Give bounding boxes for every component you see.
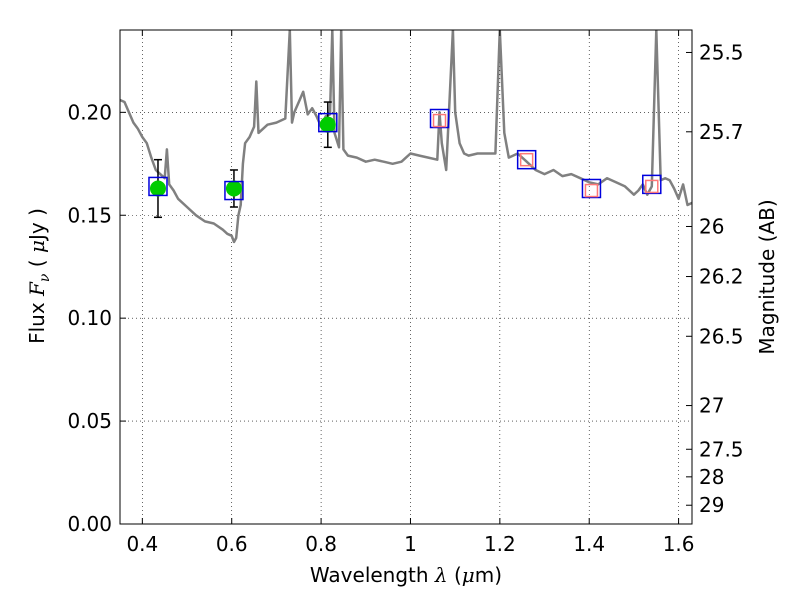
y2-tick-label: 25.5 — [699, 40, 744, 64]
upper-limit-square — [519, 152, 534, 167]
y-axis-title-text: Flux — [25, 296, 49, 344]
y2-tick-label: 27 — [699, 394, 724, 418]
x-tick-label: 1.6 — [663, 532, 695, 556]
y2-tick-label: 26.2 — [699, 265, 744, 289]
x-axis-title-mu: μ — [462, 563, 475, 587]
x-axis-title: Wavelength λ (μm) — [310, 563, 502, 587]
model-square — [581, 178, 602, 199]
y-tick-label: 0.10 — [67, 306, 112, 330]
x-axis-title-lambda: λ — [434, 563, 448, 587]
upper-limit-square — [645, 179, 659, 194]
model-square — [642, 174, 662, 195]
series-layer — [120, 30, 692, 244]
y-axis-title-mu: μ — [25, 240, 49, 253]
tick-marks — [120, 30, 692, 525]
spectrum-line — [120, 30, 692, 244]
x-tick-label: 1.4 — [573, 532, 605, 556]
y2-tick-label: 26 — [699, 214, 724, 238]
x-axis-title-text: Wavelength — [310, 563, 435, 587]
y-axis-title-unit: Jy ) — [25, 208, 49, 242]
x-tick-label: 1.2 — [484, 532, 516, 556]
x-tick-label: 1 — [404, 532, 417, 556]
model-square — [429, 108, 450, 129]
x-tick-label: 0.4 — [126, 532, 158, 556]
x-tick-labels: 0.4 0.6 0.8 1 1.2 1.4 1.6 — [126, 532, 694, 556]
y-tick-label: 0.15 — [67, 203, 112, 227]
y2-tick-label: 25.7 — [699, 120, 744, 144]
y2-tick-label: 29 — [699, 493, 724, 517]
x-tick-label: 0.8 — [305, 532, 337, 556]
y-axis-title-nu: ν — [37, 273, 53, 282]
x-axis-title-unit: m) — [475, 563, 502, 587]
model-square — [148, 176, 168, 197]
y2-tick-label: 27.5 — [699, 437, 744, 461]
y2-tick-labels: 25.5 25.7 26 26.2 26.5 27 27.5 28 29 — [699, 40, 744, 517]
upper-limit-square — [432, 113, 447, 128]
photometry-point — [149, 180, 166, 197]
model-square — [318, 112, 338, 133]
plot-frame — [119, 29, 693, 525]
grid — [120, 30, 692, 525]
x-axis-title-open: ( — [448, 563, 462, 587]
y2-axis-title: Magnitude (AB) — [755, 199, 779, 354]
y-axis-title-open: ( — [25, 253, 49, 274]
photometry-point — [319, 116, 336, 133]
model-square — [516, 149, 537, 170]
y2-tick-label: 28 — [699, 465, 724, 489]
y-tick-label: 0.05 — [67, 409, 112, 433]
upper-limit-square — [584, 183, 599, 198]
photometry-point — [225, 180, 242, 197]
x-tick-label: 0.6 — [216, 532, 248, 556]
y-axis-title-f: F — [25, 281, 49, 297]
y-tick-label: 0.20 — [67, 100, 112, 124]
model-square — [224, 180, 244, 201]
y-tick-label: 0.00 — [67, 512, 112, 536]
series-group — [120, 30, 692, 244]
y-tick-labels: 0.00 0.05 0.10 0.15 0.20 — [67, 100, 112, 536]
y2-tick-label: 26.5 — [699, 324, 744, 348]
y-axis-title: Flux Fν ( μJy ) — [25, 208, 53, 344]
